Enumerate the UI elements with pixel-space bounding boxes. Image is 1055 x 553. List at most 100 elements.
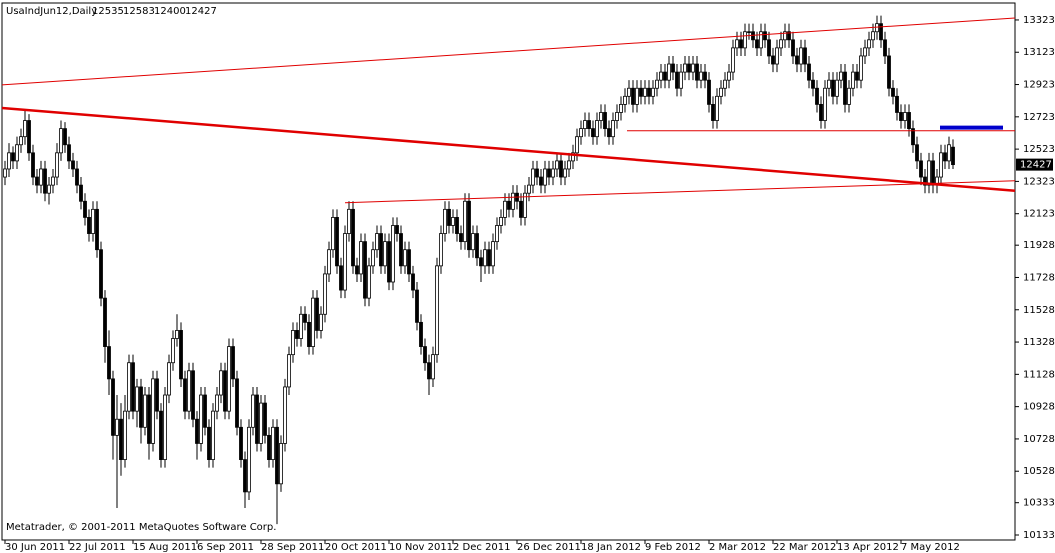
candle-body	[207, 426, 211, 460]
candle-body	[71, 160, 75, 170]
candle-body	[611, 120, 615, 138]
candle-body	[7, 152, 11, 170]
candle-body	[639, 87, 643, 97]
candle-body	[647, 87, 651, 97]
candle-body	[123, 410, 127, 460]
candle-body	[867, 39, 871, 49]
candle-body	[551, 168, 555, 178]
candle-body	[91, 208, 95, 234]
candle-body	[103, 297, 107, 347]
candle-body	[847, 87, 851, 105]
candle-body	[643, 87, 647, 97]
candle-body	[275, 426, 279, 485]
candle-body	[239, 426, 243, 460]
candle-body	[187, 370, 191, 412]
y-tick-label: 12723	[1023, 112, 1055, 123]
candle-body	[511, 192, 515, 210]
y-tick-label: 11928	[1023, 240, 1055, 251]
candle-body	[687, 63, 691, 73]
candle-body	[35, 176, 39, 186]
candle-body	[455, 217, 459, 234]
candle-body	[699, 71, 703, 81]
candle-body	[223, 370, 227, 412]
candle-body	[631, 87, 635, 105]
candle-body	[291, 330, 295, 356]
candle-body	[823, 87, 827, 121]
candle-body	[547, 168, 551, 178]
candle-body	[407, 249, 411, 275]
candle-body	[11, 152, 15, 162]
y-tick-label: 11728	[1023, 272, 1055, 283]
candle-body	[587, 120, 591, 130]
candle-body	[727, 71, 731, 81]
y-tick-label: 10528	[1023, 466, 1055, 477]
candle-body	[383, 241, 387, 267]
candle-body	[195, 418, 199, 444]
candle-body	[607, 128, 611, 138]
candle-body	[319, 313, 323, 331]
candle-body	[163, 394, 167, 460]
plot-frame	[1, 2, 1016, 541]
y-tick-label: 12323	[1023, 176, 1055, 187]
candle-body	[875, 23, 879, 33]
candle-body	[675, 71, 679, 89]
candle-body	[27, 120, 31, 154]
candle-body	[463, 200, 467, 243]
candle-body	[75, 168, 79, 186]
x-tick-label: 2 Dec 2011	[453, 542, 511, 553]
candle-body	[471, 233, 475, 251]
candle-body	[479, 257, 483, 267]
candle-body	[435, 265, 439, 356]
candle-body	[835, 79, 839, 97]
candle-body	[635, 87, 639, 105]
candle-body	[39, 168, 43, 186]
candle-body	[243, 459, 247, 493]
candle-body	[583, 120, 587, 130]
candle-body	[303, 313, 307, 323]
candle-body	[403, 249, 407, 267]
candle-body	[127, 362, 131, 412]
candle-body	[251, 394, 255, 428]
candle-body	[543, 168, 547, 186]
candle-body	[395, 225, 399, 234]
candle-body	[355, 265, 359, 275]
candle-body	[755, 39, 759, 49]
last-price-box	[1016, 158, 1053, 171]
x-tick-label: 6 Sep 2011	[197, 542, 254, 553]
candle-body	[79, 184, 83, 202]
candle-body	[219, 370, 223, 396]
candle-body	[903, 112, 907, 121]
trendline	[1, 106, 1016, 193]
candle-body	[427, 362, 431, 380]
candle-body	[191, 370, 195, 420]
candle-body	[255, 394, 259, 444]
candle-body	[943, 152, 947, 162]
candle-body	[339, 265, 343, 291]
y-tick-label: 10133	[1023, 530, 1055, 541]
candle-body	[95, 208, 99, 251]
y-tick-label: 13123	[1023, 47, 1055, 58]
candle-body	[491, 241, 495, 267]
candle-body	[819, 103, 823, 121]
candle-body	[951, 146, 955, 166]
candle-body	[711, 103, 715, 121]
candle-body	[99, 249, 103, 299]
candle-body	[947, 144, 951, 162]
candle-body	[911, 128, 915, 146]
candle-body	[839, 71, 843, 81]
candle-body	[927, 160, 931, 186]
candle-body	[527, 184, 531, 194]
candle-body	[203, 394, 207, 428]
candle-body	[719, 87, 723, 97]
candle-body	[887, 55, 891, 89]
candle-body	[859, 55, 863, 81]
candle-body	[595, 120, 599, 138]
candle-body	[559, 160, 563, 178]
candle-body	[227, 346, 231, 412]
candle-body	[23, 120, 27, 138]
x-tick-label: 22 Mar 2012	[773, 542, 836, 553]
x-tick-label: 22 Jul 2011	[69, 542, 126, 553]
candle-body	[107, 346, 111, 380]
candle-body	[423, 346, 427, 364]
